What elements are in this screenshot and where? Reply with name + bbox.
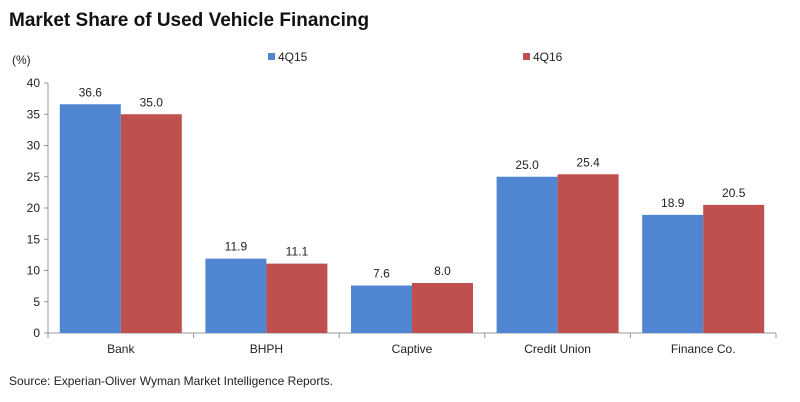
y-tick-label: 25 [27, 170, 41, 184]
data-label: 11.9 [225, 240, 248, 254]
y-axis-label: (%) [12, 53, 31, 67]
x-tick-label: Bank [107, 342, 135, 356]
data-label: 25.4 [576, 155, 600, 169]
y-tick-label: 30 [27, 139, 41, 153]
x-tick-label: BHPH [250, 342, 283, 356]
bar-4q15 [642, 214, 704, 333]
y-tick-label: 40 [27, 76, 41, 90]
legend: 4Q15 4Q16 [268, 50, 563, 64]
legend-swatch-4q16 [523, 53, 530, 60]
data-label: 35.0 [140, 95, 164, 109]
data-label: 8.0 [434, 264, 451, 278]
legend-label-4q15: 4Q15 [278, 50, 308, 64]
y-tick-label: 10 [27, 264, 41, 278]
source-note: Source: Experian-Oliver Wyman Market Int… [9, 374, 334, 388]
data-label: 20.5 [722, 186, 746, 200]
legend-swatch-4q15 [268, 53, 275, 60]
y-tick-label: 20 [27, 201, 41, 215]
bar-4q16 [120, 114, 182, 333]
x-tick-label: Credit Union [524, 342, 591, 356]
y-tick-label: 0 [33, 326, 40, 340]
bar-4q15 [351, 285, 412, 333]
y-tick-label: 5 [33, 295, 40, 309]
y-axis: (%) 0 5 10 15 20 25 30 35 40 [12, 53, 49, 340]
x-axis: Bank BHPH Captive Credit Union Finance Co. [47, 332, 777, 356]
bar-4q16 [703, 204, 765, 333]
data-labels: 36.6 35.0 11.9 11.1 7.6 8.0 25.0 25.4 18.9 20.5 [79, 85, 746, 280]
bar-4q15 [205, 258, 267, 333]
bar-4q16 [266, 263, 328, 333]
x-tick-label: Captive [392, 342, 433, 356]
bar-4q15 [496, 176, 558, 333]
legend-label-4q16: 4Q16 [533, 50, 563, 64]
data-label: 36.6 [79, 85, 103, 99]
y-tick-label: 35 [27, 107, 41, 121]
data-label: 7.6 [373, 267, 390, 281]
chart-title: Market Share of Used Vehicle Financing [9, 10, 370, 31]
data-label: 25.0 [515, 158, 539, 172]
bar-4q16 [412, 283, 473, 333]
y-tick-label: 15 [27, 232, 41, 246]
data-label: 11.1 [286, 245, 309, 259]
bar-4q16 [557, 174, 619, 333]
bar-4q15 [59, 104, 121, 333]
x-tick-label: Finance Co. [671, 342, 736, 356]
data-label: 18.9 [661, 196, 685, 210]
bars [59, 104, 765, 333]
